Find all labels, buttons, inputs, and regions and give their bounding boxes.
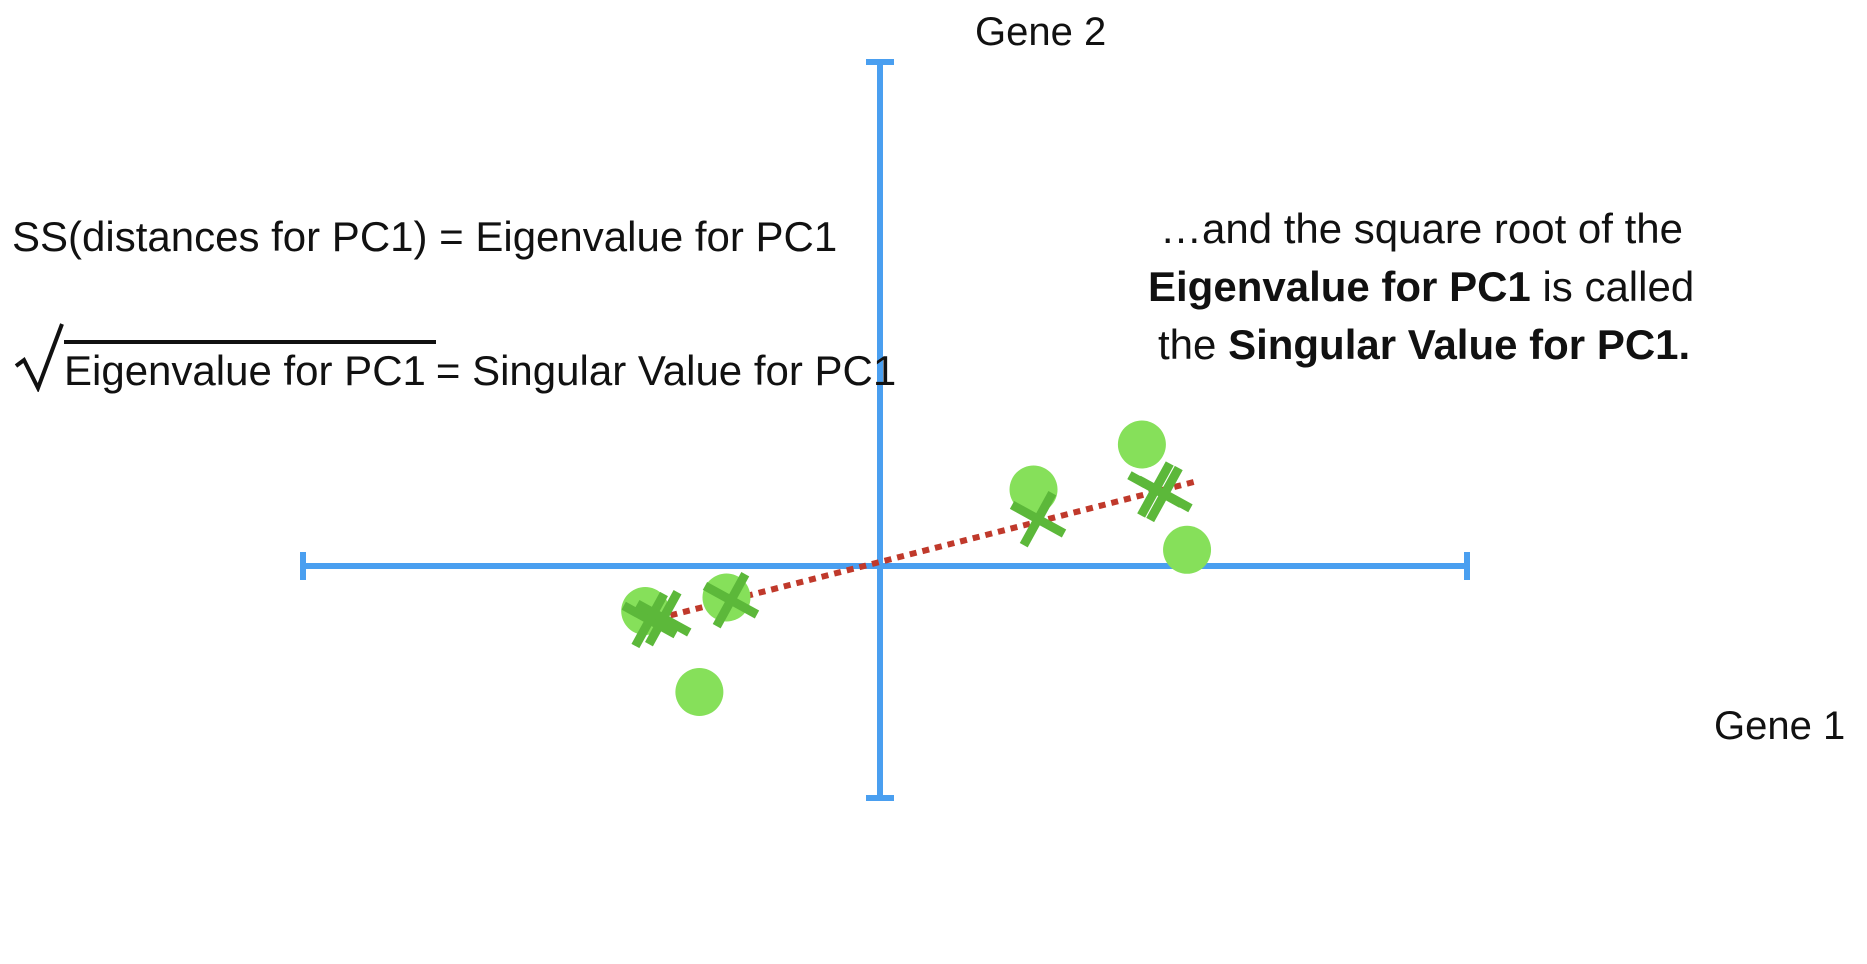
projection-mark-1 xyxy=(621,591,678,649)
axes xyxy=(300,59,1470,801)
note-line-2-rest: is called xyxy=(1530,263,1695,310)
note-line-3: the Singular Value for PC1. xyxy=(1120,316,1860,374)
sqrt-radicand: Eigenvalue for PC1 xyxy=(64,340,436,392)
projection-mark-4 xyxy=(1009,491,1067,548)
y-axis-label: Gene 2 xyxy=(975,10,1107,54)
ss-equation: SS(distances for PC1) = Eigenvalue for P… xyxy=(12,213,838,260)
note-line-1: …and the square root of the xyxy=(1160,205,1684,252)
radical-sign-icon xyxy=(12,322,66,393)
note-line-2: Eigenvalue for PC1 is called xyxy=(1120,258,1860,316)
sqrt-rhs: = Singular Value for PC1 xyxy=(435,347,897,394)
data-point-5 xyxy=(1117,420,1166,469)
projected-points xyxy=(621,461,1193,649)
projection-mark-3 xyxy=(702,572,760,629)
x-axis-label: Gene 1 xyxy=(1714,704,1846,748)
note-bold-singular-value: Singular Value for PC1. xyxy=(1228,321,1691,368)
note-bold-eigenvalue: Eigenvalue for PC1 xyxy=(1148,263,1531,310)
projection-mark-2 xyxy=(635,590,692,647)
explanation-note: …and the square root of the Eigenvalue f… xyxy=(1120,200,1860,374)
data-point-6 xyxy=(1163,525,1212,574)
sqrt-equation: Eigenvalue for PC1 = Singular Value for … xyxy=(12,322,897,394)
note-line-3-start: the xyxy=(1158,321,1229,368)
data-point-3 xyxy=(675,668,724,716)
projection-mark-6 xyxy=(1136,465,1193,523)
